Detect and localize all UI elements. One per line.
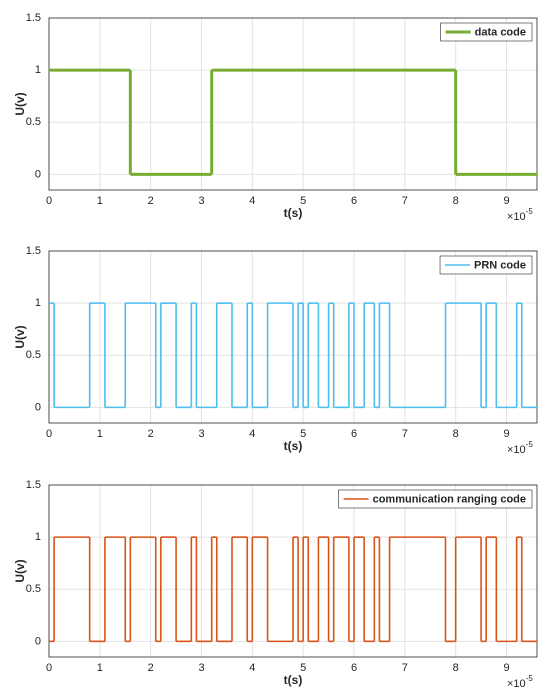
x-tick-label: 1 <box>97 195 103 207</box>
x-exponent: ×10-5 <box>507 207 533 223</box>
x-tick-label: 9 <box>503 195 509 207</box>
y-tick-label: 0.5 <box>26 116 41 128</box>
y-axis-label: U(v) <box>13 559 27 582</box>
x-tick-label: 6 <box>351 428 357 440</box>
y-tick-label: 1 <box>35 297 41 309</box>
x-tick-label: 4 <box>249 662 255 674</box>
x-tick-label: 3 <box>198 428 204 440</box>
axes-frame <box>48 484 538 658</box>
x-exponent-power: -5 <box>526 207 534 216</box>
y-tick-label: 0 <box>35 635 41 647</box>
x-tick-label: 7 <box>402 662 408 674</box>
legend-box <box>440 22 533 42</box>
x-tick-label: 8 <box>453 428 459 440</box>
y-tick-label: 1 <box>35 531 41 543</box>
x-axis-label: t(s) <box>284 439 303 453</box>
legend-box <box>338 489 533 509</box>
x-tick-label: 8 <box>453 662 459 674</box>
axes-frame <box>48 250 538 424</box>
plot-area <box>49 18 537 190</box>
legend: data code <box>440 22 533 42</box>
x-exponent-base: ×10 <box>507 678 526 690</box>
x-tick-label: 0 <box>46 428 52 440</box>
x-tick-label: 1 <box>97 428 103 440</box>
legend-label: PRN code <box>474 259 526 271</box>
y-axis-label: U(v) <box>13 92 27 115</box>
x-tick-label: 5 <box>300 195 306 207</box>
x-tick-label: 5 <box>300 662 306 674</box>
x-tick-label: 6 <box>351 662 357 674</box>
x-tick-label: 7 <box>402 428 408 440</box>
y-tick-label: 0 <box>35 168 41 180</box>
x-tick-label: 4 <box>249 428 255 440</box>
y-tick-label: 1.5 <box>26 245 41 257</box>
x-exponent-power: -5 <box>526 674 534 683</box>
x-tick-label: 3 <box>198 662 204 674</box>
x-tick-label: 4 <box>249 195 255 207</box>
x-exponent: ×10-5 <box>507 440 533 456</box>
y-axis-label: U(v) <box>13 325 27 348</box>
x-tick-label: 9 <box>503 428 509 440</box>
y-tick-label: 1.5 <box>26 12 41 24</box>
x-tick-label: 3 <box>198 195 204 207</box>
y-tick-label: 1.5 <box>26 479 41 491</box>
y-tick-label: 0 <box>35 401 41 413</box>
y-tick-label: 0.5 <box>26 583 41 595</box>
legend: communication ranging code <box>338 489 533 509</box>
x-tick-label: 6 <box>351 195 357 207</box>
x-tick-label: 7 <box>402 195 408 207</box>
x-tick-label: 8 <box>453 195 459 207</box>
axes-frame <box>48 17 538 191</box>
x-tick-label: 0 <box>46 662 52 674</box>
x-exponent-power: -5 <box>526 440 534 449</box>
x-tick-label: 2 <box>148 662 154 674</box>
x-exponent-base: ×10 <box>507 444 526 456</box>
x-tick-label: 2 <box>148 428 154 440</box>
x-tick-label: 0 <box>46 195 52 207</box>
x-exponent: ×10-5 <box>507 674 533 690</box>
legend-label: communication ranging code <box>373 493 526 505</box>
y-tick-label: 0.5 <box>26 349 41 361</box>
x-axis-label: t(s) <box>284 206 303 220</box>
x-tick-label: 2 <box>148 195 154 207</box>
legend-label: data code <box>475 26 526 38</box>
y-tick-label: 1 <box>35 64 41 76</box>
x-axis-label: t(s) <box>284 673 303 687</box>
legend: PRN code <box>439 255 533 275</box>
legend-box <box>439 255 533 275</box>
x-exponent-base: ×10 <box>507 211 526 223</box>
x-tick-label: 1 <box>97 662 103 674</box>
x-tick-label: 9 <box>503 662 509 674</box>
x-tick-label: 5 <box>300 428 306 440</box>
